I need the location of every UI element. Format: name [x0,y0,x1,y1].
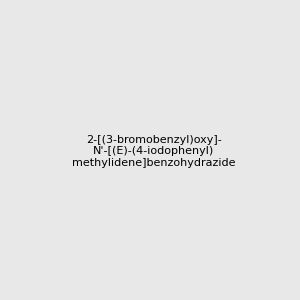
Text: 2-[(3-bromobenzyl)oxy]-
N'-[(E)-(4-iodophenyl)
methylidene]benzohydrazide: 2-[(3-bromobenzyl)oxy]- N'-[(E)-(4-iodop… [72,135,236,168]
